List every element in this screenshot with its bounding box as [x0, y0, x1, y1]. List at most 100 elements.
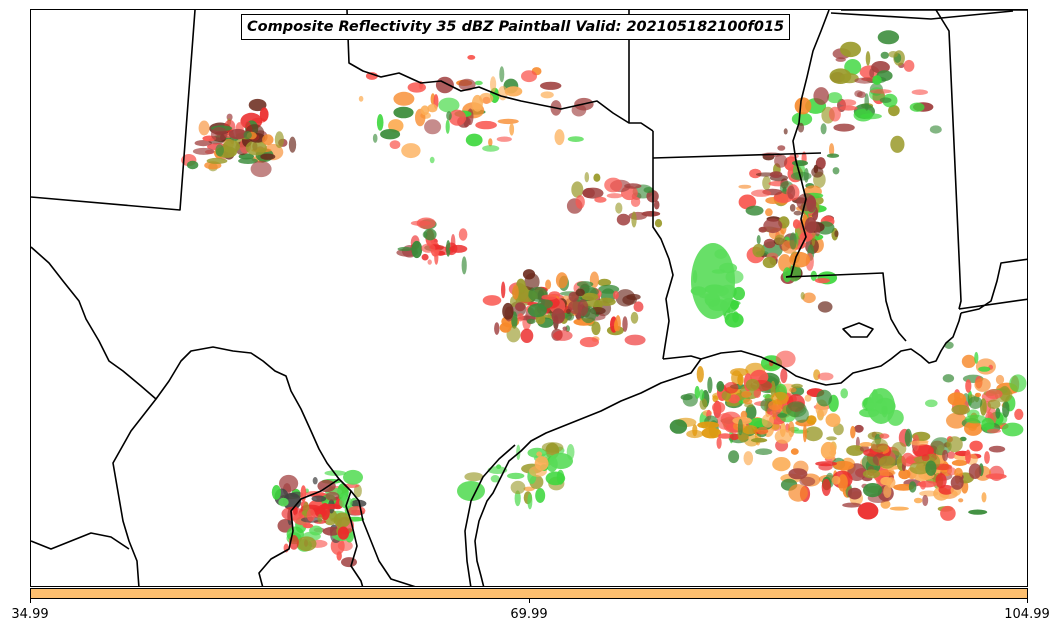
reflectivity-blob	[775, 350, 796, 368]
reflectivity-blob	[756, 426, 769, 435]
reflectivity-blob	[745, 205, 764, 216]
reflectivity-blob	[877, 30, 900, 45]
reflectivity-blob	[259, 107, 269, 122]
coastline-louisiana	[700, 312, 962, 386]
reflectivity-blob	[215, 144, 224, 157]
reflectivity-blob	[834, 230, 839, 238]
reflectivity-blob	[763, 238, 776, 249]
reflectivity-blob	[458, 78, 476, 91]
reflectivity-blob	[248, 98, 267, 112]
reflectivity-blob	[1001, 422, 1024, 437]
reflectivity-blob	[804, 394, 812, 402]
reflectivity-blob	[517, 313, 524, 322]
reflectivity-blob	[571, 103, 587, 117]
reflectivity-blob	[769, 171, 783, 179]
barrier-island-padre	[464, 444, 516, 586]
reflectivity-blob	[427, 259, 432, 265]
reflectivity-blob	[826, 153, 840, 158]
reflectivity-blob	[507, 472, 525, 480]
reflectivity-blob	[654, 219, 663, 228]
reflectivity-blob	[777, 145, 786, 151]
reflectivity-blob	[854, 90, 863, 98]
reflectivity-blob	[192, 147, 215, 155]
reflectivity-blob	[814, 278, 830, 284]
reflectivity-blob	[965, 379, 972, 393]
reflectivity-blob	[729, 433, 740, 441]
reflectivity-blob	[464, 472, 484, 482]
reflectivity-blob	[821, 478, 831, 496]
reflectivity-blob	[829, 143, 835, 157]
colorbar-tickmark-middle	[529, 599, 530, 603]
reflectivity-blob	[793, 210, 802, 216]
reflectivity-blob	[840, 388, 848, 399]
reflectivity-blob	[774, 154, 788, 168]
reflectivity-blob	[614, 320, 618, 332]
reflectivity-blob	[319, 503, 341, 510]
reflectivity-blob	[482, 295, 502, 306]
reflectivity-blob	[372, 133, 378, 143]
reflectivity-blob	[401, 143, 421, 159]
reflectivity-blob	[950, 475, 964, 490]
reflectivity-blob	[816, 389, 832, 407]
reflectivity-blob	[813, 87, 829, 105]
reflectivity-blob	[341, 557, 357, 568]
reflectivity-map	[31, 10, 1027, 586]
reflectivity-blob	[780, 368, 788, 384]
reflectivity-blob	[562, 326, 568, 331]
reflectivity-blob	[380, 129, 401, 140]
reflectivity-blob	[883, 485, 892, 498]
reflectivity-blob	[755, 448, 773, 456]
reflectivity-blob	[445, 119, 450, 134]
reflectivity-blob	[889, 506, 909, 511]
reflectivity-blob	[890, 135, 905, 153]
reflectivity-blob	[581, 292, 599, 301]
reflectivity-blob	[968, 396, 983, 409]
reflectivity-blob	[389, 140, 401, 150]
reflectivity-blob	[325, 491, 340, 501]
reflectivity-blob	[228, 128, 248, 140]
reflectivity-blob	[922, 494, 929, 507]
map-panel	[30, 9, 1028, 587]
reflectivity-blob	[800, 292, 805, 300]
reflectivity-blob	[446, 240, 451, 257]
reflectivity-swath	[867, 388, 895, 424]
reflectivity-blob	[465, 133, 483, 147]
reflectivity-blob	[482, 145, 500, 152]
reflectivity-blob	[615, 202, 623, 214]
reflectivity-blob	[397, 246, 413, 252]
reflectivity-blob	[499, 66, 505, 83]
reflectivity-blob	[490, 475, 500, 483]
reflectivity-blob	[556, 469, 565, 485]
reflectivity-blob	[594, 196, 607, 203]
reflectivity-blob	[820, 441, 837, 460]
reflectivity-blob	[829, 68, 852, 84]
reflectivity-blob	[393, 106, 414, 119]
reflectivity-blob	[797, 122, 805, 133]
reflectivity-blob	[429, 156, 435, 164]
reflectivity-blob	[762, 394, 771, 399]
reflectivity-blob	[789, 251, 811, 268]
reflectivity-blob	[741, 390, 752, 398]
reflectivity-blob	[742, 398, 753, 405]
reflectivity-blob	[712, 401, 726, 414]
state-border-tx-la	[652, 131, 674, 360]
mississippi-river	[785, 10, 830, 278]
reflectivity-blob	[828, 106, 841, 122]
reflectivity-blob	[699, 389, 705, 401]
reflectivity-blob	[576, 313, 581, 321]
reflectivity-blob	[545, 279, 552, 290]
reflectivity-blob	[527, 303, 547, 318]
reflectivity-blob	[421, 243, 436, 253]
reflectivity-blob	[859, 442, 873, 447]
state-border-la-ms	[785, 272, 907, 342]
reflectivity-blob	[499, 322, 512, 333]
reflectivity-blob	[423, 228, 437, 241]
reflectivity-blob	[940, 505, 956, 521]
reflectivity-blob	[732, 286, 745, 301]
reflectivity-blob	[870, 438, 889, 453]
reflectivity-blob	[817, 372, 834, 381]
reflectivity-blob	[880, 51, 889, 59]
reflectivity-blob	[1014, 408, 1024, 420]
reflectivity-blob	[410, 220, 431, 226]
